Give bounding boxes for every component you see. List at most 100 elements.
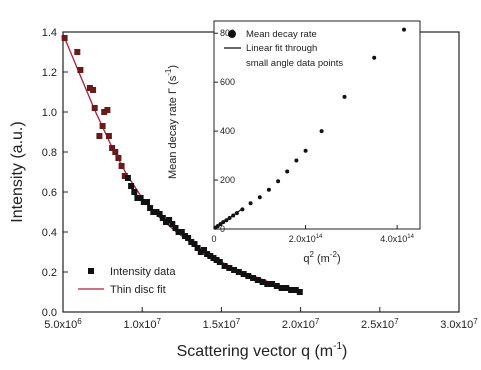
intensity-data-point: [99, 123, 106, 129]
inset-y-tick-label: 400: [220, 126, 235, 136]
intensity-data-point: [74, 49, 81, 55]
main-y-tick-label: 0.0: [42, 307, 57, 319]
main-y-tick-label: 0.2: [42, 267, 57, 279]
main-y-tick-label: 0.8: [42, 147, 57, 159]
decay-rate-data-point: [294, 158, 299, 163]
intensity-data-point: [166, 217, 173, 223]
inset-legend: Mean decay rate Linear fit through small…: [224, 29, 343, 69]
inset-legend-label-linear-fit-line1: Linear fit through: [246, 43, 317, 54]
intensity-data-point: [240, 271, 247, 277]
inset-y-tick-label: 800: [220, 28, 235, 38]
decay-rate-data-point: [402, 27, 406, 32]
intensity-data-point: [86, 85, 93, 91]
inset-legend-label-mean-decay-rate: Mean decay rate: [246, 29, 317, 40]
main-y-tick-label: 0.4: [42, 227, 57, 239]
main-legend: Intensity data Thin disc fit: [78, 266, 176, 296]
intensity-data-point: [115, 155, 122, 161]
intensity-data-point: [90, 87, 97, 93]
intensity-data-point: [156, 211, 163, 217]
intensity-data-point: [140, 199, 147, 205]
intensity-data-point: [273, 283, 280, 289]
main-x-tick-label: 5.0x106: [44, 317, 82, 331]
main-y-tick-label: 0.6: [42, 187, 57, 199]
intensity-data-point: [245, 273, 252, 279]
intensity-data-point: [231, 267, 238, 273]
inset-chart: 0 200 400 600 800 0 2.0x1014 4.0x1014 q2 (m-2)…: [164, 20, 421, 265]
intensity-data-point: [292, 287, 299, 293]
intensity-data-point: [128, 183, 135, 189]
main-data-points: [61, 35, 303, 295]
intensity-data-point: [169, 221, 176, 227]
decay-rate-data-point: [372, 55, 377, 60]
inset-data-points: [213, 27, 406, 230]
decay-rate-data-point: [240, 207, 245, 212]
intensity-data-point: [96, 133, 103, 139]
intensity-data-point: [105, 133, 112, 139]
intensity-data-point: [137, 195, 144, 201]
intensity-data-point: [134, 195, 141, 201]
main-x-tick-label: 1.5x107: [203, 317, 241, 331]
intensity-data-point: [254, 277, 261, 283]
main-x-tick-label: 1.0x107: [123, 317, 161, 331]
intensity-data-point: [185, 235, 192, 241]
inset-x-axis-label: q2 (m-2): [303, 250, 340, 265]
intensity-data-point: [104, 107, 111, 113]
intensity-data-point: [178, 229, 185, 235]
intensity-data-point: [188, 239, 195, 245]
intensity-data-point: [150, 209, 157, 215]
main-x-ticks: 5.0x106 1.0x107 1.5x107 2.0x107 2.5x107 3.0x1…: [44, 307, 478, 331]
intensity-data-point: [153, 209, 160, 215]
intensity-data-point: [213, 257, 220, 263]
main-y-ticks: 0.0 0.2 0.4 0.6 0.8 1.0 1.2 1.4: [42, 27, 68, 319]
main-x-tick-label: 2.0x107: [282, 317, 320, 331]
main-x-tick-label: 2.5x107: [361, 317, 399, 331]
intensity-data-point: [121, 173, 128, 179]
decay-rate-data-point: [303, 148, 308, 153]
intensity-data-point: [131, 189, 138, 195]
main-y-tick-label: 1.2: [42, 67, 57, 79]
inset-y-axis-label: Mean decay rate Γ (s-1): [164, 65, 179, 179]
intensity-data-point: [296, 289, 303, 295]
decay-rate-data-point: [221, 220, 226, 225]
inset-y-tick-label: 0: [220, 224, 225, 234]
intensity-data-point: [264, 281, 271, 287]
intensity-data-point: [124, 175, 131, 181]
intensity-data-point: [182, 233, 188, 239]
intensity-data-point: [207, 253, 214, 259]
intensity-data-point: [283, 285, 290, 291]
decay-rate-data-point: [248, 201, 253, 206]
inset-x-tick-label: 0: [211, 234, 216, 244]
intensity-data-point: [101, 109, 108, 115]
inset-x-tick-label: 4.0x1014: [380, 234, 414, 244]
main-y-tick-label: 1.4: [42, 27, 57, 39]
inset-legend-label-linear-fit-line2: small angle data points: [246, 58, 343, 69]
decay-rate-data-point: [285, 169, 290, 174]
intensity-data-point: [204, 251, 211, 257]
main-x-tick-label: 3.0x107: [440, 317, 478, 331]
intensity-data-point: [91, 105, 98, 111]
intensity-data-point: [235, 269, 242, 275]
intensity-data-point: [144, 199, 150, 205]
main-chart: 0.0 0.2 0.4 0.6 0.8 1.0 1.2 1.4 5.0x106 1.0x107 1…: [9, 27, 478, 360]
decay-rate-data-point: [224, 218, 229, 223]
inset-y-tick-label: 600: [220, 77, 235, 87]
intensity-data-point: [278, 285, 285, 291]
inset-x-tick-label: 2.0x1014: [289, 234, 323, 244]
inset-legend-marker-circle: [228, 30, 236, 38]
decay-rate-data-point: [231, 213, 236, 218]
intensity-data-point: [175, 229, 182, 235]
inset-plot-frame: [213, 20, 421, 230]
decay-rate-data-point: [234, 211, 239, 216]
intensity-data-point: [147, 205, 154, 211]
inset-background: [214, 21, 420, 229]
intensity-data-point: [109, 145, 116, 151]
intensity-data-point: [226, 265, 233, 271]
intensity-data-point: [172, 225, 179, 231]
intensity-data-point: [191, 241, 198, 247]
main-y-tick-label: 1.0: [42, 107, 57, 119]
intensity-data-point: [269, 281, 276, 287]
intensity-data-point: [216, 259, 223, 265]
decay-rate-data-point: [319, 129, 324, 134]
decay-rate-data-point: [342, 94, 347, 99]
